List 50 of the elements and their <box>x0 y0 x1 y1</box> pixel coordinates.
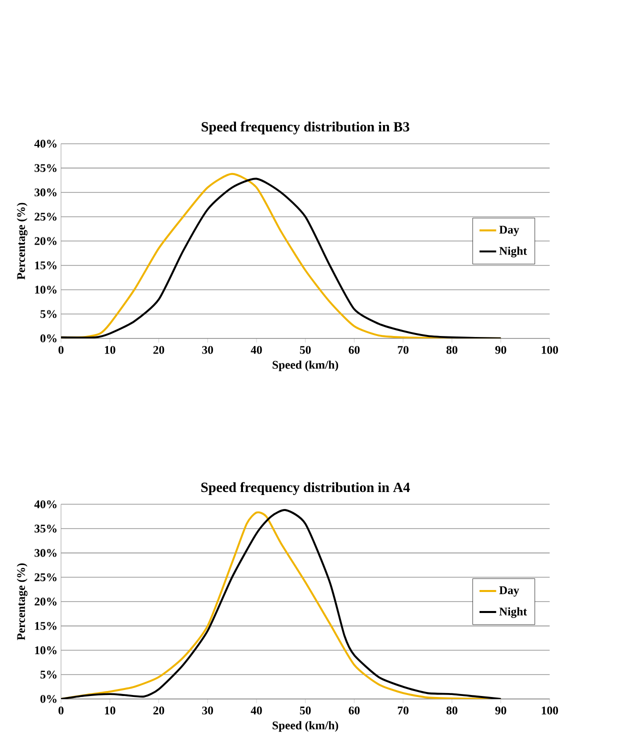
x-axis-title: Speed (km/h) <box>272 360 338 372</box>
y-tick-label: 35% <box>34 164 57 172</box>
x-tick-label: 30 <box>202 706 214 714</box>
y-tick-label: 20% <box>34 598 57 606</box>
x-tick-label: 20 <box>153 706 164 714</box>
x-tick-label: 100 <box>542 346 558 354</box>
y-axis-title: Percentage (%) <box>16 563 28 640</box>
chart-title: Speed frequency distribution in A4 <box>201 482 410 495</box>
x-tick-label: 100 <box>542 706 558 714</box>
x-tick-label: 60 <box>348 346 360 354</box>
y-tick-label: 0% <box>40 334 57 342</box>
y-tick-label: 5% <box>40 670 57 679</box>
x-tick-label: 20 <box>153 346 164 354</box>
y-tick-label: 20% <box>34 237 57 246</box>
legend-label: Day <box>499 586 520 597</box>
x-tick-label: 10 <box>105 706 116 714</box>
x-tick-label: 50 <box>300 706 311 714</box>
y-tick-label: 10% <box>35 286 57 294</box>
legend-label: Day <box>499 226 520 236</box>
x-tick-label: 30 <box>202 346 214 354</box>
x-tick-label: 90 <box>495 346 506 354</box>
x-tick-label: 40 <box>250 706 262 714</box>
x-tick-label: 50 <box>300 346 311 354</box>
y-tick-label: 10% <box>35 646 57 654</box>
x-tick-label: 60 <box>348 706 360 714</box>
y-tick-label: 40% <box>34 140 57 148</box>
y-tick-label: 25% <box>34 212 57 221</box>
x-tick-label: 0 <box>58 346 64 354</box>
chart-title: Speed frequency distribution in B3 <box>202 122 410 134</box>
y-tick-label: 0% <box>40 694 57 703</box>
x-tick-label: 70 <box>398 346 409 354</box>
y-tick-label: 15% <box>35 622 57 630</box>
x-tick-label: 70 <box>398 706 409 714</box>
legend-label: Night <box>499 246 528 258</box>
y-tick-label: 30% <box>34 188 57 196</box>
x-tick-label: 40 <box>250 346 262 354</box>
x-tick-label: 10 <box>105 346 116 354</box>
y-tick-label: 15% <box>35 261 57 270</box>
y-tick-label: 40% <box>34 500 57 508</box>
y-axis-title: Percentage (%) <box>16 202 28 280</box>
y-tick-label: 5% <box>40 310 57 318</box>
y-tick-label: 35% <box>34 524 57 533</box>
x-tick-label: 80 <box>446 346 458 354</box>
x-axis-title: Speed (km/h) <box>272 721 338 732</box>
x-tick-label: 0 <box>58 706 64 714</box>
legend-label: Night <box>499 607 528 618</box>
x-tick-label: 80 <box>446 706 458 714</box>
y-tick-label: 25% <box>34 573 57 582</box>
x-tick-label: 90 <box>495 706 506 714</box>
y-tick-label: 30% <box>34 548 57 557</box>
